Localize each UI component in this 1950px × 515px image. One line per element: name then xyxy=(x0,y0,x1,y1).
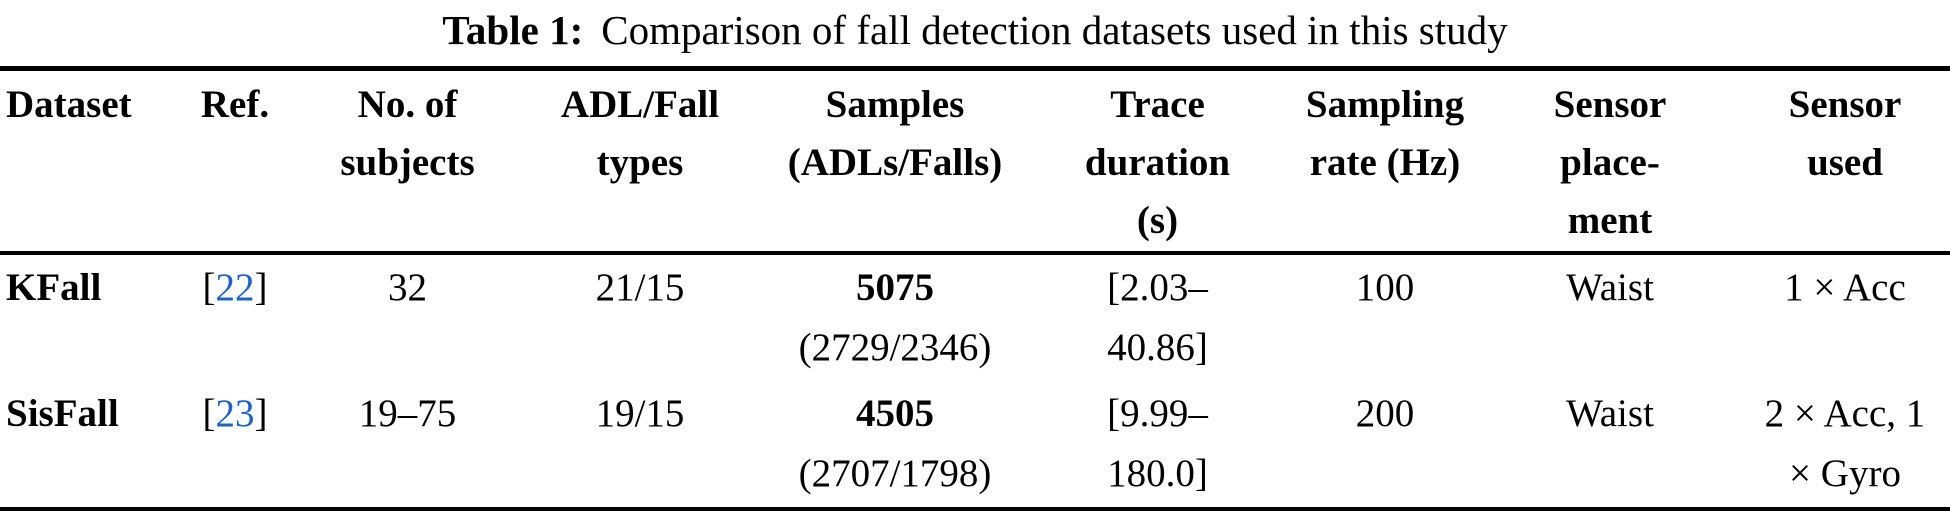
header-line: Ref. xyxy=(200,83,270,126)
datasets-table: Dataset Ref. No. of subjects ADL/Fall ty… xyxy=(0,66,1950,511)
ref-cell: [22] xyxy=(170,253,300,381)
header-line: ADL/Fall xyxy=(560,83,720,126)
bracket-open: [ xyxy=(202,266,216,309)
sampling-rate-cell: 200 xyxy=(1290,381,1480,509)
col-header-subjects: No. of subjects xyxy=(300,69,515,254)
samples-detail: (2729/2346) xyxy=(798,326,992,369)
table-row: KFall [22] 32 21/15 5075 (2729/2346) [2.… xyxy=(0,253,1950,381)
dataset-name: SisFall xyxy=(6,392,119,435)
subjects-value: 32 xyxy=(388,266,427,309)
col-header-sensor-used: Sensor used xyxy=(1740,69,1950,254)
col-header-adl-fall-types: ADL/Fall types xyxy=(515,69,765,254)
dataset-name-cell: SisFall xyxy=(0,381,170,509)
adl-fall-types-value: 19/15 xyxy=(595,392,685,435)
header-line: subjects xyxy=(340,141,475,184)
citation-link[interactable]: 22 xyxy=(215,266,255,309)
caption-label: Table 1: xyxy=(442,7,584,53)
col-header-trace-duration: Trace duration (s) xyxy=(1025,69,1290,254)
sampling-rate-cell: 100 xyxy=(1290,253,1480,381)
trace-duration-cell: [9.99– 180.0] xyxy=(1025,381,1290,509)
samples-cell: 5075 (2729/2346) xyxy=(765,253,1025,381)
sensor-used-line1: 1 × Acc xyxy=(1784,266,1906,309)
header-line: Samples xyxy=(825,83,965,126)
citation-link[interactable]: 23 xyxy=(215,392,255,435)
header-line: place- xyxy=(1560,141,1660,184)
adl-fall-types-cell: 19/15 xyxy=(515,381,765,509)
samples-total: 5075 xyxy=(856,266,934,309)
col-header-sampling-rate: Sampling rate (Hz) xyxy=(1290,69,1480,254)
bracket-close: ] xyxy=(254,392,268,435)
dataset-name: KFall xyxy=(6,266,102,309)
trace-duration-line1: [9.99– xyxy=(1107,392,1208,435)
ref-cell: [23] xyxy=(170,381,300,509)
sensor-used-line1: 2 × Acc, 1 xyxy=(1764,392,1926,435)
sensor-placement-value: Waist xyxy=(1566,392,1654,435)
sensor-placement-cell: Waist xyxy=(1480,381,1740,509)
trace-duration-cell: [2.03– 40.86] xyxy=(1025,253,1290,381)
sensor-placement-value: Waist xyxy=(1566,266,1654,309)
bracket-open: [ xyxy=(202,392,216,435)
header-line: No. of xyxy=(357,83,458,126)
table-caption: Table 1: Comparison of fall detection da… xyxy=(0,0,1950,66)
col-header-samples: Samples (ADLs/Falls) xyxy=(765,69,1025,254)
samples-cell: 4505 (2707/1798) xyxy=(765,381,1025,509)
sampling-rate-value: 100 xyxy=(1355,266,1415,309)
header-line: Trace xyxy=(1110,83,1205,126)
header-line: used xyxy=(1807,141,1883,184)
header-line: types xyxy=(596,141,684,184)
sensor-used-cell: 2 × Acc, 1 × Gyro xyxy=(1740,381,1950,509)
sensor-used-line2: × Gyro xyxy=(1789,452,1901,495)
adl-fall-types-cell: 21/15 xyxy=(515,253,765,381)
table-row: SisFall [23] 19–75 19/15 4505 (2707/1798… xyxy=(0,381,1950,509)
dataset-name-cell: KFall xyxy=(0,253,170,381)
header-line: Dataset xyxy=(6,83,132,126)
subjects-cell: 19–75 xyxy=(300,381,515,509)
bracket-close: ] xyxy=(254,266,268,309)
samples-detail: (2707/1798) xyxy=(798,452,992,495)
header-line: Sensor xyxy=(1788,83,1902,126)
sensor-placement-cell: Waist xyxy=(1480,253,1740,381)
sampling-rate-value: 200 xyxy=(1355,392,1415,435)
trace-duration-line2: 40.86] xyxy=(1107,326,1208,369)
adl-fall-types-value: 21/15 xyxy=(595,266,685,309)
header-line: (ADLs/Falls) xyxy=(787,141,1003,184)
samples-total: 4505 xyxy=(856,392,934,435)
header-line: Sensor xyxy=(1553,83,1667,126)
col-header-dataset: Dataset xyxy=(0,69,170,254)
header-line: rate (Hz) xyxy=(1309,141,1461,184)
col-header-sensor-placement: Sensor place- ment xyxy=(1480,69,1740,254)
subjects-value: 19–75 xyxy=(358,392,457,435)
header-line: duration xyxy=(1084,141,1231,184)
header-line: Sampling xyxy=(1305,83,1465,126)
header-line: (s) xyxy=(1136,199,1179,242)
trace-duration-line1: [2.03– xyxy=(1107,266,1208,309)
col-header-ref: Ref. xyxy=(170,69,300,254)
header-line: ment xyxy=(1567,199,1653,242)
sensor-used-cell: 1 × Acc xyxy=(1740,253,1950,381)
header-row: Dataset Ref. No. of subjects ADL/Fall ty… xyxy=(0,69,1950,254)
subjects-cell: 32 xyxy=(300,253,515,381)
caption-text: Comparison of fall detection datasets us… xyxy=(601,7,1508,53)
trace-duration-line2: 180.0] xyxy=(1107,452,1208,495)
